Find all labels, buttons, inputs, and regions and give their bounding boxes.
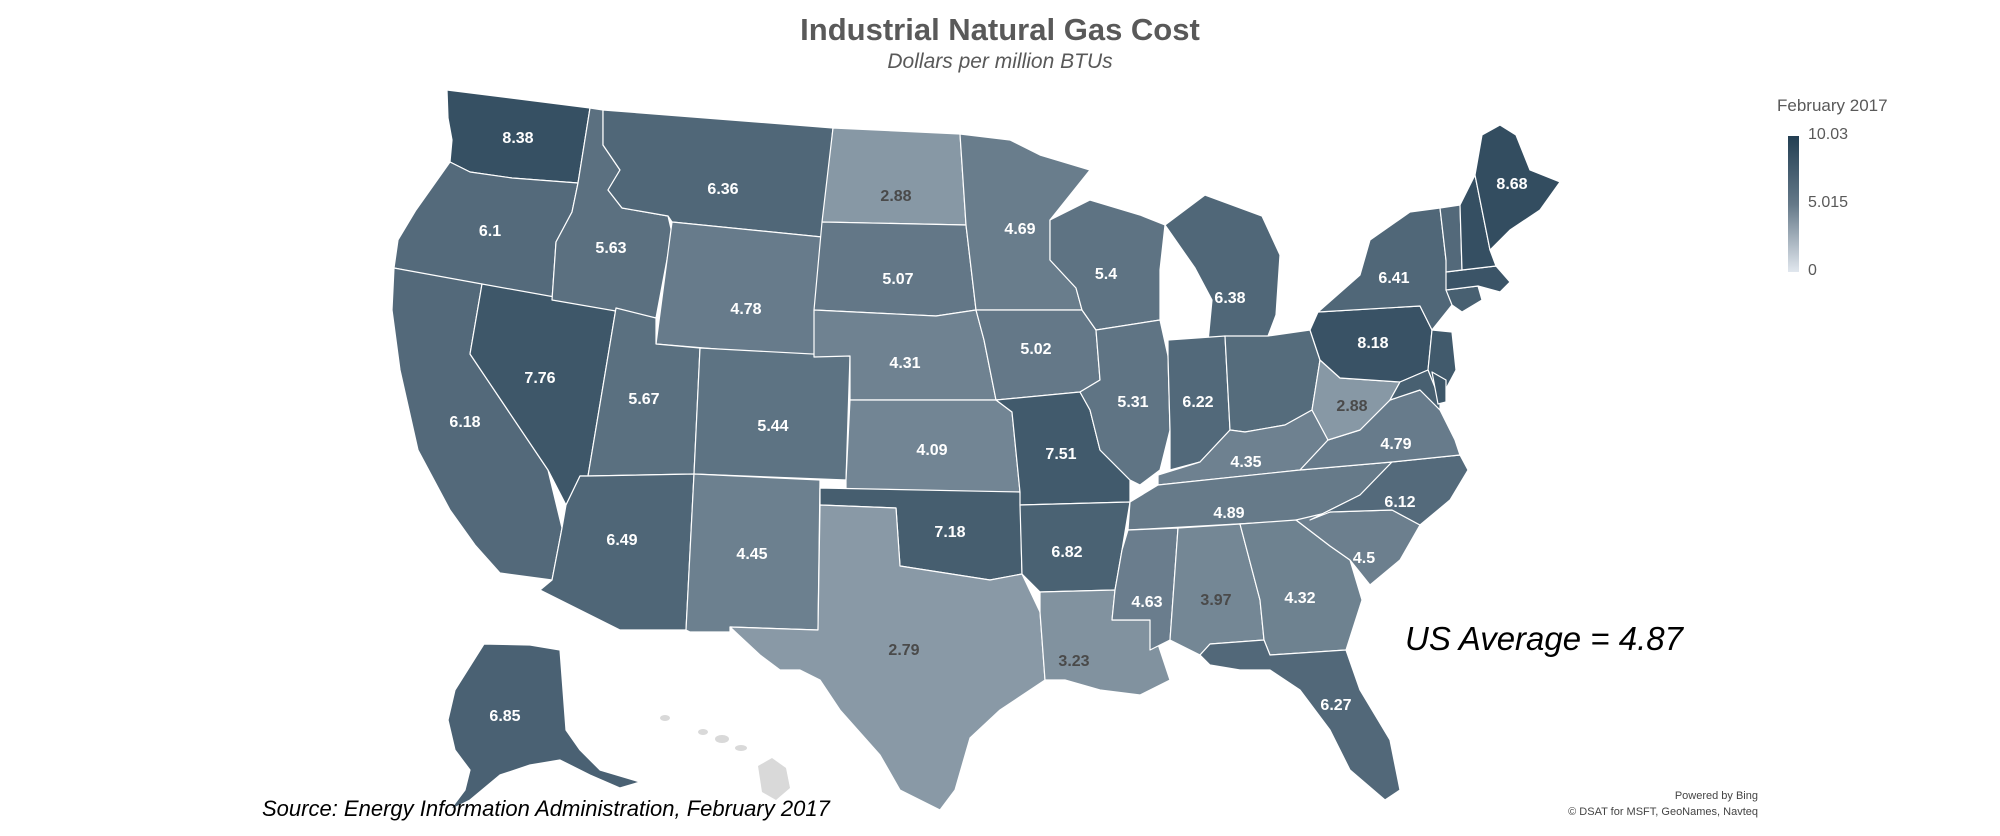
state-value-label-wisconsin: 5.4 (1095, 266, 1117, 283)
legend-color-scale (1788, 136, 1799, 272)
state-north-carolina[interactable] (1309, 454, 1469, 526)
state-value-label-illinois: 5.31 (1117, 394, 1148, 411)
state-value-label-new-mexico: 4.45 (736, 546, 767, 563)
state-value-label-iowa: 5.02 (1020, 341, 1051, 358)
state-value-label-pennsylvania: 8.18 (1357, 335, 1388, 352)
state-vermont[interactable] (1439, 204, 1463, 273)
state-new-hampshire[interactable] (1459, 174, 1497, 271)
state-value-label-south-dakota: 5.07 (882, 271, 913, 288)
state-alaska[interactable] (447, 643, 641, 811)
state-connecticut[interactable] (1445, 285, 1483, 313)
state-value-label-kentucky: 4.35 (1230, 454, 1261, 471)
us-average-annotation: US Average = 4.87 (1405, 620, 1683, 657)
bing-credit: Powered by Bing (1674, 790, 1758, 802)
state-value-label-north-dakota: 2.88 (880, 188, 911, 205)
state-value-label-west-virginia: 2.88 (1336, 398, 1367, 415)
state-value-label-arkansas: 6.82 (1051, 544, 1082, 561)
state-value-label-arizona: 6.49 (606, 532, 637, 549)
map-data-credit: © DSAT for MSFT, GeoNames, Navteq (1568, 806, 1758, 818)
state-value-label-texas: 2.79 (888, 642, 919, 659)
state-value-label-new-york: 6.41 (1378, 270, 1409, 287)
state-value-label-california: 6.18 (449, 414, 480, 431)
state-value-label-oregon: 6.1 (479, 223, 501, 240)
state-value-label-georgia: 4.32 (1284, 590, 1315, 607)
state-value-label-wyoming: 4.78 (730, 301, 761, 318)
state-value-label-washington: 8.38 (502, 130, 533, 147)
map-title: Industrial Natural Gas Cost (800, 12, 1200, 47)
legend-mid-label: 5.015 (1808, 194, 1849, 211)
state-value-label-alabama: 3.97 (1200, 592, 1231, 609)
state-north-dakota[interactable] (821, 127, 967, 226)
state-texas[interactable] (729, 504, 1046, 811)
state-value-label-maine: 8.68 (1496, 176, 1527, 193)
state-florida[interactable] (1199, 639, 1401, 801)
state-value-label-virginia: 4.79 (1380, 436, 1411, 453)
state-value-label-indiana: 6.22 (1182, 394, 1213, 411)
state-value-label-oklahoma: 7.18 (934, 524, 965, 541)
state-wyoming[interactable] (655, 221, 823, 358)
legend-title: February 2017 (1777, 96, 1888, 115)
hawaii-islands (660, 715, 790, 800)
state-delaware[interactable] (1431, 371, 1447, 405)
state-value-label-idaho: 5.63 (595, 240, 626, 257)
state-illinois[interactable] (1079, 319, 1171, 486)
state-maryland[interactable] (1389, 369, 1441, 411)
state-value-label-missouri: 7.51 (1045, 446, 1076, 463)
state-value-label-south-carolina: 4.5 (1353, 550, 1375, 567)
state-value-label-minnesota: 4.69 (1004, 221, 1035, 238)
state-maine[interactable] (1474, 124, 1561, 251)
state-michigan[interactable] (1164, 194, 1281, 343)
legend-min-label: 0 (1808, 262, 1817, 279)
state-value-label-nevada: 7.76 (524, 370, 555, 387)
state-south-dakota[interactable] (813, 221, 977, 317)
state-value-label-north-carolina: 6.12 (1384, 494, 1415, 511)
state-value-label-alaska: 6.85 (489, 708, 520, 725)
state-value-label-mississippi: 4.63 (1131, 594, 1162, 611)
state-value-label-kansas: 4.09 (916, 442, 947, 459)
state-value-label-florida: 6.27 (1320, 697, 1351, 714)
state-value-label-montana: 6.36 (707, 181, 738, 198)
state-value-label-michigan: 6.38 (1214, 290, 1245, 307)
state-colorado[interactable] (693, 347, 851, 481)
source-note: Source: Energy Information Administratio… (262, 796, 830, 821)
state-mississippi[interactable] (1111, 527, 1179, 651)
state-value-label-colorado: 5.44 (757, 418, 788, 435)
state-value-label-nebraska: 4.31 (889, 355, 920, 372)
state-value-label-tennessee: 4.89 (1213, 505, 1244, 522)
state-value-label-louisiana: 3.23 (1058, 653, 1089, 670)
legend-max-label: 10.03 (1808, 126, 1849, 143)
map-subtitle: Dollars per million BTUs (887, 50, 1113, 73)
state-value-label-utah: 5.67 (628, 391, 659, 408)
